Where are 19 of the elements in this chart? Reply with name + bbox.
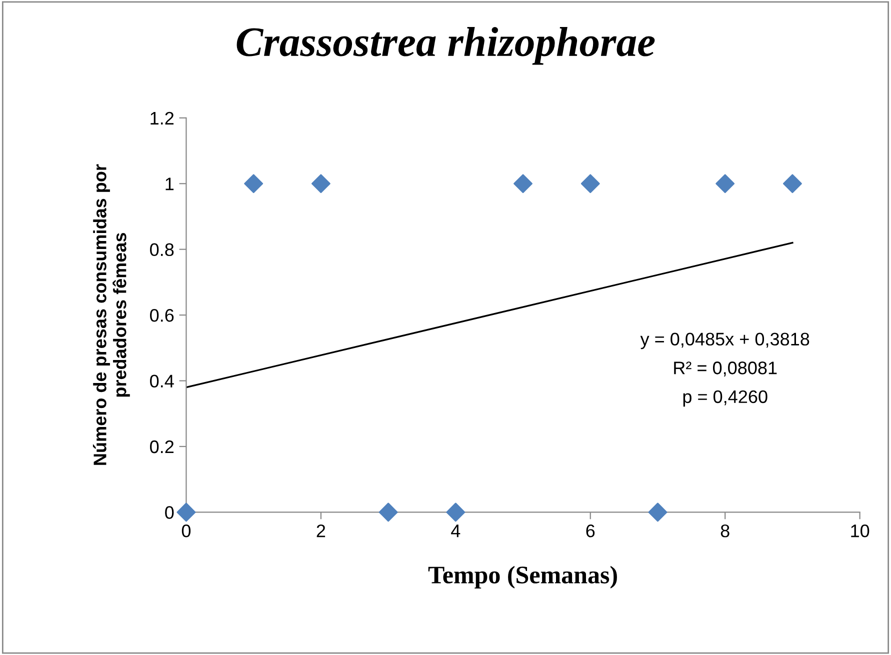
x-axis-title: Tempo (Semanas) xyxy=(428,566,617,589)
annotation: y = 0,0485x + 0,3818 xyxy=(640,332,810,350)
chart-title: Crassostrea rhizophorae xyxy=(236,26,655,65)
x-tick-label: 6 xyxy=(586,524,595,538)
y-tick-label: 0.8 xyxy=(150,243,174,256)
x-tick-label: 8 xyxy=(720,524,730,538)
annotation: R² = 0,08081 xyxy=(674,362,777,376)
annotation: p = 0,4260 xyxy=(683,390,768,407)
y-tick-label: 1.2 xyxy=(150,112,174,124)
y-tick-label: 0.2 xyxy=(150,440,174,454)
x-tick-label: 2 xyxy=(316,524,326,538)
y-tick-label: 0 xyxy=(165,506,174,519)
y-axis-title: Número de presas consumidas por predadores fêmeas xyxy=(92,164,130,465)
y-tick-label: 1 xyxy=(166,178,174,190)
x-tick-label: 10 xyxy=(851,524,870,538)
y-tick-label: 0.6 xyxy=(150,308,174,322)
x-tick-label: 0 xyxy=(182,524,191,538)
y-tick-label: 0.4 xyxy=(150,374,174,388)
x-tick-label: 4 xyxy=(451,524,460,538)
